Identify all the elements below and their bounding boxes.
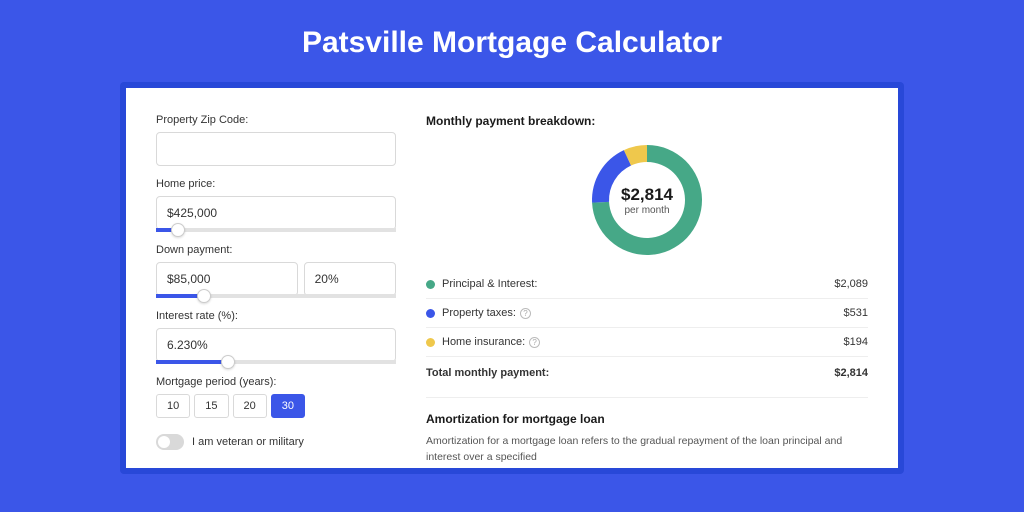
legend-label: Principal & Interest: xyxy=(442,278,834,290)
down-payment-percent-input[interactable] xyxy=(304,262,396,296)
zip-input[interactable] xyxy=(156,132,396,166)
home-price-slider[interactable] xyxy=(156,228,396,232)
legend-row: Principal & Interest:$2,089 xyxy=(426,270,868,299)
veteran-toggle-row: I am veteran or military xyxy=(156,434,396,450)
legend-dot-icon xyxy=(426,280,435,289)
help-icon[interactable]: ? xyxy=(529,337,540,348)
legend-label: Property taxes:? xyxy=(442,307,844,319)
legend-label: Home insurance:? xyxy=(442,336,844,348)
zip-label: Property Zip Code: xyxy=(156,114,396,126)
breakdown-column: Monthly payment breakdown: $2,814 per mo… xyxy=(426,114,868,442)
calculator-inner-card: Property Zip Code: Home price: Down paym… xyxy=(126,88,898,468)
donut-chart-wrap: $2,814 per month xyxy=(426,136,868,270)
down-payment-field-block: Down payment: xyxy=(156,244,396,298)
down-payment-slider[interactable] xyxy=(156,294,396,298)
veteran-toggle-knob xyxy=(158,436,170,448)
period-button-20[interactable]: 20 xyxy=(233,394,267,418)
interest-rate-input[interactable] xyxy=(156,328,396,362)
form-column: Property Zip Code: Home price: Down paym… xyxy=(156,114,396,442)
amortization-text: Amortization for a mortgage loan refers … xyxy=(426,434,868,466)
mortgage-period-field-block: Mortgage period (years): 10152030 xyxy=(156,376,396,418)
home-price-field-block: Home price: xyxy=(156,178,396,232)
total-label: Total monthly payment: xyxy=(426,367,834,379)
legend-row: Property taxes:?$531 xyxy=(426,299,868,328)
calculator-outer-card: Property Zip Code: Home price: Down paym… xyxy=(120,82,904,474)
down-payment-amount-input[interactable] xyxy=(156,262,298,296)
donut-center-value: $2,814 xyxy=(621,185,674,204)
amortization-section: Amortization for mortgage loan Amortizat… xyxy=(426,397,868,466)
home-price-slider-thumb[interactable] xyxy=(171,223,185,237)
help-icon[interactable]: ? xyxy=(520,308,531,319)
veteran-toggle[interactable] xyxy=(156,434,184,450)
total-value: $2,814 xyxy=(834,367,868,379)
donut-chart: $2,814 per month xyxy=(582,140,712,260)
interest-rate-slider-thumb[interactable] xyxy=(221,355,235,369)
interest-rate-field-block: Interest rate (%): xyxy=(156,310,396,364)
total-row: Total monthly payment: $2,814 xyxy=(426,357,868,387)
home-price-input[interactable] xyxy=(156,196,396,230)
donut-center-sub: per month xyxy=(624,205,669,216)
legend-row: Home insurance:?$194 xyxy=(426,328,868,357)
interest-rate-slider[interactable] xyxy=(156,360,396,364)
zip-field-block: Property Zip Code: xyxy=(156,114,396,166)
home-price-label: Home price: xyxy=(156,178,396,190)
period-button-10[interactable]: 10 xyxy=(156,394,190,418)
legend-value: $194 xyxy=(844,336,868,348)
legend-dot-icon xyxy=(426,338,435,347)
page-title: Patsville Mortgage Calculator xyxy=(0,0,1024,82)
period-button-30[interactable]: 30 xyxy=(271,394,305,418)
legend-dot-icon xyxy=(426,309,435,318)
down-payment-slider-thumb[interactable] xyxy=(197,289,211,303)
interest-rate-label: Interest rate (%): xyxy=(156,310,396,322)
breakdown-title: Monthly payment breakdown: xyxy=(426,114,868,128)
down-payment-label: Down payment: xyxy=(156,244,396,256)
mortgage-period-label: Mortgage period (years): xyxy=(156,376,396,388)
amortization-title: Amortization for mortgage loan xyxy=(426,412,868,426)
legend-value: $531 xyxy=(844,307,868,319)
period-button-15[interactable]: 15 xyxy=(194,394,228,418)
legend-value: $2,089 xyxy=(834,278,868,290)
veteran-toggle-label: I am veteran or military xyxy=(192,436,304,448)
